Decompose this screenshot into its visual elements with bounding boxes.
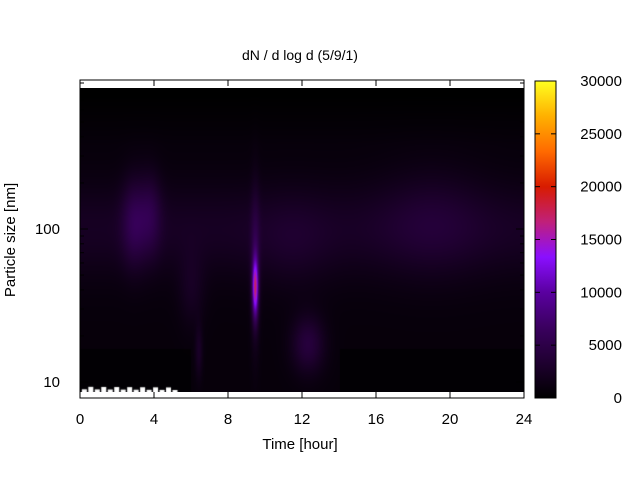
colorbar: 0 5000 10000 15000 20000 25000 30000 (534, 73, 622, 407)
colorbar-tick-label: 15000 (580, 232, 622, 249)
x-tick-label: 12 (294, 411, 311, 428)
x-tick-label: 4 (150, 411, 158, 428)
colorbar-tick-label: 20000 (580, 179, 622, 196)
colorbar-tick-label: 0 (614, 390, 622, 407)
y-axis: 10 100 (35, 82, 524, 391)
x-tick-label: 0 (76, 411, 84, 428)
x-tick-label: 24 (516, 411, 533, 428)
x-tick-label: 8 (224, 411, 232, 428)
colorbar-tick-label: 10000 (580, 284, 622, 301)
plot-area (79, 79, 525, 399)
colorbar-tick-label: 5000 (589, 337, 622, 354)
x-tick-label: 16 (368, 411, 385, 428)
y-tick-label: 10 (43, 374, 60, 391)
heatmap-image (80, 88, 524, 392)
y-axis-label: Particle size [nm] (2, 183, 19, 297)
colorbar-tick-label: 25000 (580, 126, 622, 143)
y-tick-label: 100 (35, 221, 60, 238)
colorbar-tick-label: 30000 (580, 73, 622, 90)
x-axis: 0 4 8 12 16 20 24 (76, 80, 533, 428)
chart-title: dN / d log d (5/9/1) (242, 47, 358, 63)
x-axis-label: Time [hour] (262, 436, 337, 453)
x-tick-label: 20 (442, 411, 459, 428)
